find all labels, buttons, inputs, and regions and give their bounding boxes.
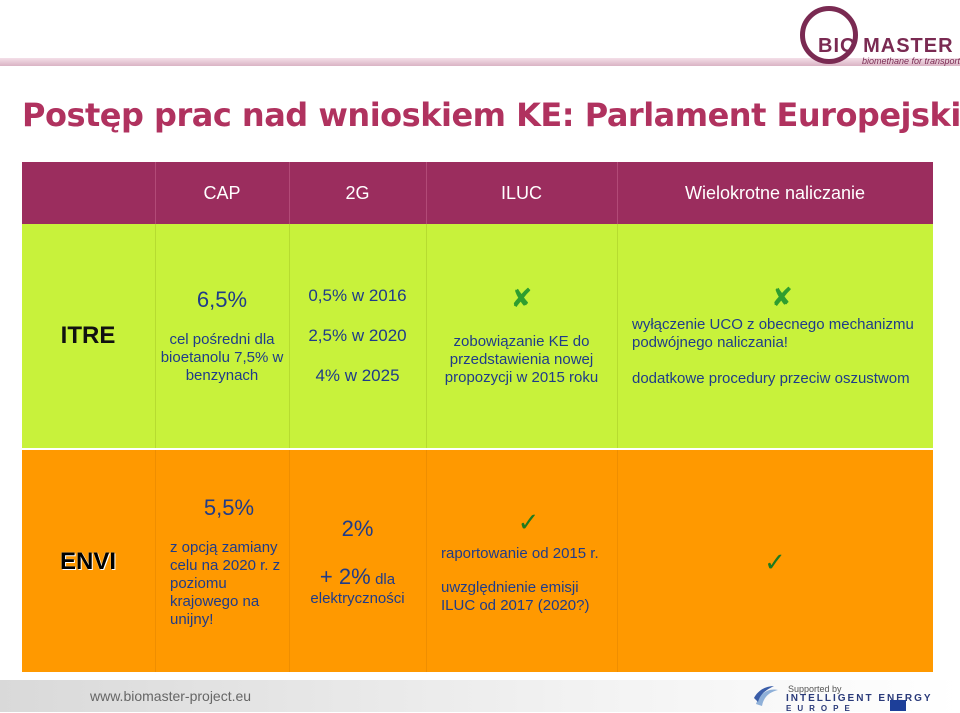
iee-line1: INTELLIGENT ENERGY xyxy=(786,693,933,704)
checkmark-icon: ✓ xyxy=(517,507,540,537)
row-label-envi: ENVI xyxy=(59,548,116,575)
header-multi: Wielokrotne naliczanie xyxy=(617,162,933,224)
iee-swirl-icon xyxy=(754,686,778,706)
eu-flag-icon xyxy=(890,700,906,711)
envi-2g-note: elektryczności xyxy=(310,590,405,607)
table-row-envi: ENVI 5,5% z opcją zamiany celu na 2020 r… xyxy=(22,450,933,674)
logo-text: BIO MASTER xyxy=(818,35,954,57)
table-header-row: CAP 2G ILUC Wielokrotne naliczanie xyxy=(22,162,933,224)
itre-multi-cell: ✘ wyłączenie UCO z obecnego mechanizmu p… xyxy=(617,224,933,448)
envi-2g-plus: + 2% xyxy=(319,564,371,589)
itre-cap-cell: 6,5% cel pośredni dla bioetanolu 7,5% w … xyxy=(155,224,289,448)
itre-label-cell: ITRE xyxy=(22,224,155,448)
envi-multi-cell: ✓ xyxy=(617,450,933,674)
envi-cap-value: 5,5% xyxy=(203,495,255,520)
itre-2g-line: 4% w 2025 xyxy=(315,366,400,385)
comparison-table: CAP 2G ILUC Wielokrotne naliczanie ITRE … xyxy=(22,162,933,674)
biomaster-logo: BIO MASTER biomethane for transport xyxy=(788,4,960,70)
envi-2g-cell: 2% + 2% dla elektryczności xyxy=(289,450,426,674)
slide-title: Postęp prac nad wnioskiem KE: Parlament … xyxy=(22,96,960,134)
itre-multi-text1: wyłączenie UCO z obecnego mechanizmu pod… xyxy=(632,316,914,351)
envi-cap-note: z opcją zamiany celu na 2020 r. z poziom… xyxy=(170,539,281,628)
itre-iluc-cell: ✘ zobowiązanie KE do przedstawienia nowe… xyxy=(426,224,617,448)
envi-2g-value: 2% xyxy=(341,516,374,541)
envi-2g-plus-line: + 2% dla xyxy=(320,564,395,590)
supported-by-label: Supported by xyxy=(788,684,842,694)
row-label-itre: ITRE xyxy=(60,322,116,349)
checkmark-icon: ✓ xyxy=(764,547,786,577)
footer-url[interactable]: www.biomaster-project.eu xyxy=(90,688,252,704)
envi-iluc-text1: raportowanie od 2015 r. xyxy=(441,545,599,562)
top-stripe xyxy=(0,58,960,66)
envi-cap-cell: 5,5% z opcją zamiany celu na 2020 r. z p… xyxy=(155,450,289,674)
itre-2g-line: 2,5% w 2020 xyxy=(308,326,407,345)
top-bar xyxy=(0,0,960,94)
envi-label-cell: ENVI xyxy=(22,450,155,674)
itre-cap-note: cel pośredni dla bioetanolu 7,5% w benzy… xyxy=(160,331,284,384)
itre-2g-line: 0,5% w 2016 xyxy=(308,286,407,305)
itre-2g-cell: 0,5% w 2016 2,5% w 2020 4% w 2025 xyxy=(289,224,426,448)
itre-iluc-text: zobowiązanie KE do przedstawienia nowej … xyxy=(444,333,599,386)
header-2g: 2G xyxy=(289,162,426,224)
cross-icon: ✘ xyxy=(510,283,533,313)
header-cap: CAP xyxy=(155,162,289,224)
itre-multi-text2: dodatkowe procedury przeciw oszustwom xyxy=(632,370,910,387)
envi-iluc-cell: ✓ raportowanie od 2015 r. uwzględnienie … xyxy=(426,450,617,674)
envi-2g-plus-suffix: dla xyxy=(375,571,396,588)
footer-stripe xyxy=(0,680,960,712)
cross-icon: ✘ xyxy=(771,282,793,312)
logo-tagline: biomethane for transport xyxy=(862,56,960,66)
itre-cap-value: 6,5% xyxy=(196,287,248,312)
iee-line2: EUROPE xyxy=(786,704,856,713)
logo-ring xyxy=(800,6,858,64)
envi-iluc-text2: uwzględnienie emisji ILUC od 2017 (2020?… xyxy=(441,579,590,614)
header-iluc: ILUC xyxy=(426,162,617,224)
table-row-itre: ITRE 6,5% cel pośredni dla bioetanolu 7,… xyxy=(22,224,933,448)
header-empty xyxy=(22,162,155,224)
